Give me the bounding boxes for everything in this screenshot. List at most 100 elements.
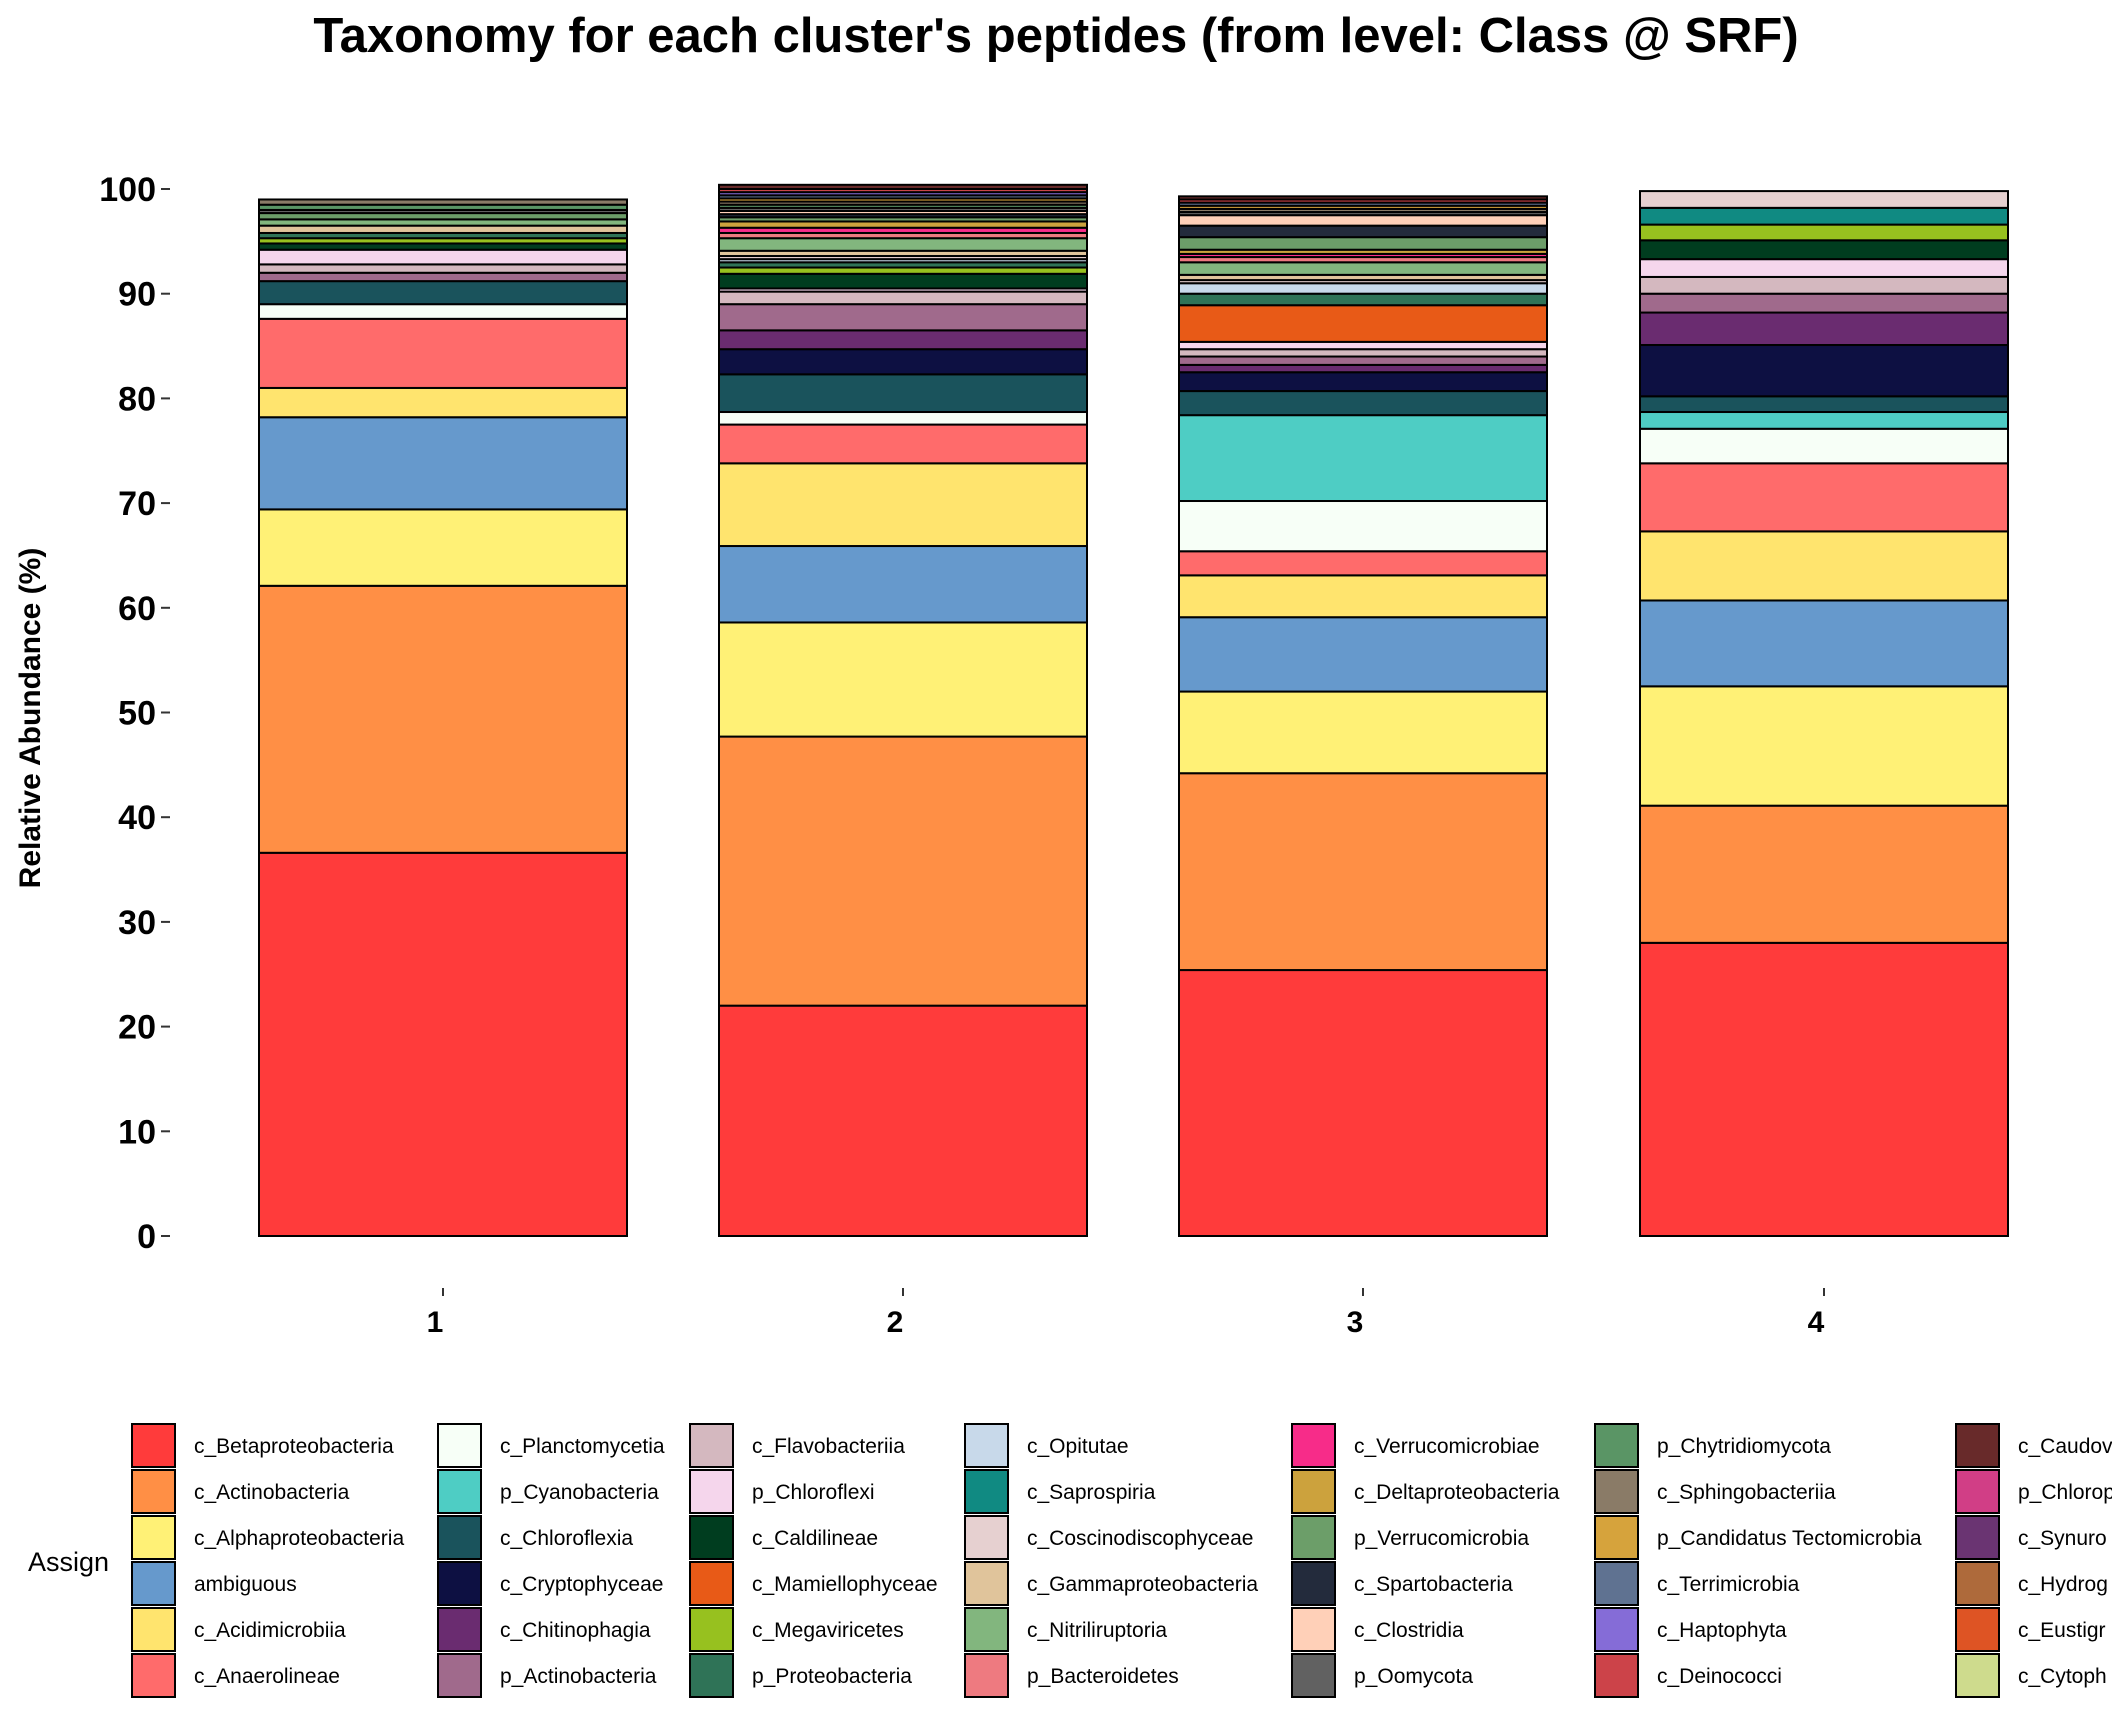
y-tick-label: 20 <box>118 1009 156 1047</box>
legend-label: c_Eustigr <box>2018 1619 2106 1642</box>
bar-segment <box>1639 344 2009 398</box>
bar-segment <box>1639 941 2009 1238</box>
x-tick-label: 4 <box>1808 1306 1825 1339</box>
legend-item: c_Flavobacteriia <box>689 1423 905 1468</box>
bar-segment <box>258 851 628 1237</box>
y-tick-label: 100 <box>99 171 156 209</box>
legend-item: c_Mamiellophyceae <box>689 1561 938 1606</box>
legend-label: c_Alphaproteobacteria <box>194 1527 404 1550</box>
legend-label: c_Clostridia <box>1354 1619 1464 1642</box>
legend-item: c_Betaproteobacteria <box>131 1423 394 1468</box>
bar-segment <box>258 508 628 587</box>
y-tick-label: 80 <box>118 380 156 418</box>
legend-item: p_Cyanobacteria <box>437 1469 659 1514</box>
legend-swatch <box>437 1653 482 1698</box>
bar-segment <box>1178 261 1548 276</box>
y-tick-label: 70 <box>118 485 156 523</box>
bar-segment <box>1639 427 2009 465</box>
legend-swatch <box>1594 1469 1639 1514</box>
x-tick-label: 1 <box>427 1306 444 1339</box>
legend-item: c_Spartobacteria <box>1291 1561 1513 1606</box>
bar-segment <box>258 280 628 306</box>
legend-swatch <box>1594 1423 1639 1468</box>
legend-label: c_Acidimicrobiia <box>194 1619 346 1642</box>
legend-label: p_Verrucomicrobia <box>1354 1527 1529 1550</box>
legend-label: p_Chloroflexi <box>752 1481 875 1504</box>
legend-label: c_Planctomycetia <box>500 1435 665 1458</box>
bar-segment <box>1639 206 2009 226</box>
bar-segment <box>718 348 1088 376</box>
legend-label: c_Saprospiria <box>1027 1481 1156 1504</box>
x-tick-label: 2 <box>887 1306 904 1339</box>
legend-item: c_Chloroflexia <box>437 1515 633 1560</box>
bar-segment <box>1178 340 1548 351</box>
legend-item: c_Anaerolineae <box>131 1653 340 1698</box>
legend-item: c_Alphaproteobacteria <box>131 1515 404 1560</box>
legend-swatch <box>131 1653 176 1698</box>
y-tick-label: 10 <box>118 1113 156 1151</box>
bar-segment <box>1639 599 2009 688</box>
legend-label: ambiguous <box>194 1573 297 1596</box>
y-tick-label: 0 <box>137 1218 156 1256</box>
bar-segment <box>718 303 1088 332</box>
bar-segment <box>718 621 1088 738</box>
x-tick-label: 3 <box>1347 1306 1364 1339</box>
bar-segment <box>1178 772 1548 972</box>
bar-segment <box>1178 195 1548 201</box>
bar-segment <box>1178 969 1548 1237</box>
legend-label: p_Candidatus Tectomicrobia <box>1657 1527 1922 1550</box>
y-tick-label: 40 <box>118 799 156 837</box>
legend-label: c_Coscinodiscophyceae <box>1027 1527 1253 1550</box>
bar-stack-2 <box>718 183 1088 1237</box>
bar-segment <box>718 545 1088 624</box>
legend-label: c_Verrucomicrobiae <box>1354 1435 1540 1458</box>
legend-swatch <box>689 1469 734 1514</box>
bar-segment <box>1639 462 2009 533</box>
legend-item: c_Verrucomicrobiae <box>1291 1423 1540 1468</box>
legend-swatch <box>1955 1653 2000 1698</box>
bar-segment <box>1639 239 2009 261</box>
legend-item: p_Proteobacteria <box>689 1653 912 1698</box>
legend-label: c_Nitriliruptoria <box>1027 1619 1167 1642</box>
bar-segment <box>718 290 1088 306</box>
legend-swatch <box>1291 1515 1336 1560</box>
legend-swatch <box>1291 1607 1336 1652</box>
legend-swatch <box>1594 1561 1639 1606</box>
legend-item: c_Cytoph <box>1955 1653 2107 1698</box>
legend-item: c_Hydrog <box>1955 1561 2108 1606</box>
bar-segment <box>258 584 628 854</box>
bar-segment <box>1639 258 2009 278</box>
legend-item: c_Terrimicrobia <box>1594 1561 1800 1606</box>
legend-swatch <box>1291 1469 1336 1514</box>
bar-segment <box>258 303 628 320</box>
legend-swatch <box>1291 1423 1336 1468</box>
legend-item: c_Saprospiria <box>964 1469 1156 1514</box>
legend-swatch <box>131 1561 176 1606</box>
legend-swatch <box>1594 1607 1639 1652</box>
bar-segment <box>1178 690 1548 775</box>
legend-swatch <box>1291 1561 1336 1606</box>
bar-segment <box>718 237 1088 252</box>
y-tick-label: 90 <box>118 276 156 314</box>
bar-stack-3 <box>1178 195 1548 1237</box>
bar-segment <box>1639 275 2009 295</box>
bar-segment <box>1639 530 2009 602</box>
bar-segment <box>718 272 1088 290</box>
y-axis: 0 10 20 30 40 50 60 70 80 90 100 <box>99 171 170 1256</box>
legend-item: c_Chitinophagia <box>437 1607 651 1652</box>
bar-segment <box>1639 395 2009 414</box>
legend-item: p_Candidatus Tectomicrobia <box>1594 1515 1922 1560</box>
bar-segment <box>718 462 1088 548</box>
y-axis-label: Relative Abundance (%) <box>14 548 47 889</box>
legend-label: p_Oomycota <box>1354 1665 1473 1688</box>
legend-item: p_Chlorop <box>1955 1469 2112 1514</box>
bar-segment <box>1639 292 2009 314</box>
bar-segment <box>1178 574 1548 619</box>
legend-label: c_Cryptophyceae <box>500 1573 663 1596</box>
legend-swatch <box>689 1561 734 1606</box>
legend-item: c_Deinococci <box>1594 1653 1782 1698</box>
legend-swatch <box>964 1423 1009 1468</box>
legend-label: c_Sphingobacteriia <box>1657 1481 1836 1504</box>
legend-swatch <box>964 1561 1009 1606</box>
